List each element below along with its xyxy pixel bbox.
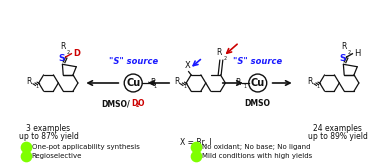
Text: 2: 2	[67, 50, 70, 55]
Text: "S" source: "S" source	[108, 57, 158, 66]
Text: 2: 2	[348, 50, 351, 55]
Text: DMSO: DMSO	[245, 99, 271, 108]
Text: D: D	[73, 49, 81, 58]
Point	[193, 155, 199, 158]
Text: up to 87% yield: up to 87% yield	[19, 132, 79, 141]
Text: 3 examples: 3 examples	[26, 124, 71, 133]
Text: No oxidant; No base; No ligand: No oxidant; No base; No ligand	[202, 144, 310, 150]
Text: 2: 2	[223, 56, 226, 61]
Text: Cu: Cu	[251, 78, 265, 88]
Text: 24 examples: 24 examples	[313, 124, 362, 133]
Text: D: D	[131, 99, 138, 108]
Text: 1: 1	[244, 84, 247, 89]
Text: R: R	[174, 77, 179, 85]
Text: 2: 2	[135, 103, 139, 108]
Text: O: O	[137, 99, 144, 108]
Text: Regioselective: Regioselective	[32, 153, 82, 159]
Text: up to 89% yield: up to 89% yield	[308, 132, 367, 141]
Text: DMSO/: DMSO/	[101, 99, 130, 108]
Text: Cu: Cu	[126, 78, 140, 88]
Text: H: H	[354, 49, 361, 58]
Text: R: R	[26, 77, 32, 85]
Point	[23, 155, 29, 158]
Text: R: R	[150, 78, 156, 86]
Text: 1: 1	[183, 84, 186, 89]
Text: X: X	[185, 61, 191, 70]
Text: 1: 1	[153, 84, 157, 89]
Text: S: S	[339, 54, 345, 63]
Text: R: R	[341, 42, 346, 51]
Point	[193, 146, 199, 149]
Text: "S" source: "S" source	[233, 57, 282, 66]
Text: R: R	[60, 42, 65, 51]
Text: 1: 1	[36, 84, 39, 89]
Text: X = Br, I: X = Br, I	[180, 138, 212, 147]
Text: Mild conditions with high yields: Mild conditions with high yields	[202, 153, 312, 159]
Text: R: R	[217, 48, 222, 57]
Point	[23, 146, 29, 149]
Text: One-pot applicability synthesis: One-pot applicability synthesis	[32, 144, 139, 150]
Text: 1: 1	[317, 84, 320, 89]
Text: R: R	[307, 77, 313, 85]
Text: R: R	[235, 78, 240, 86]
Text: S: S	[58, 54, 65, 63]
